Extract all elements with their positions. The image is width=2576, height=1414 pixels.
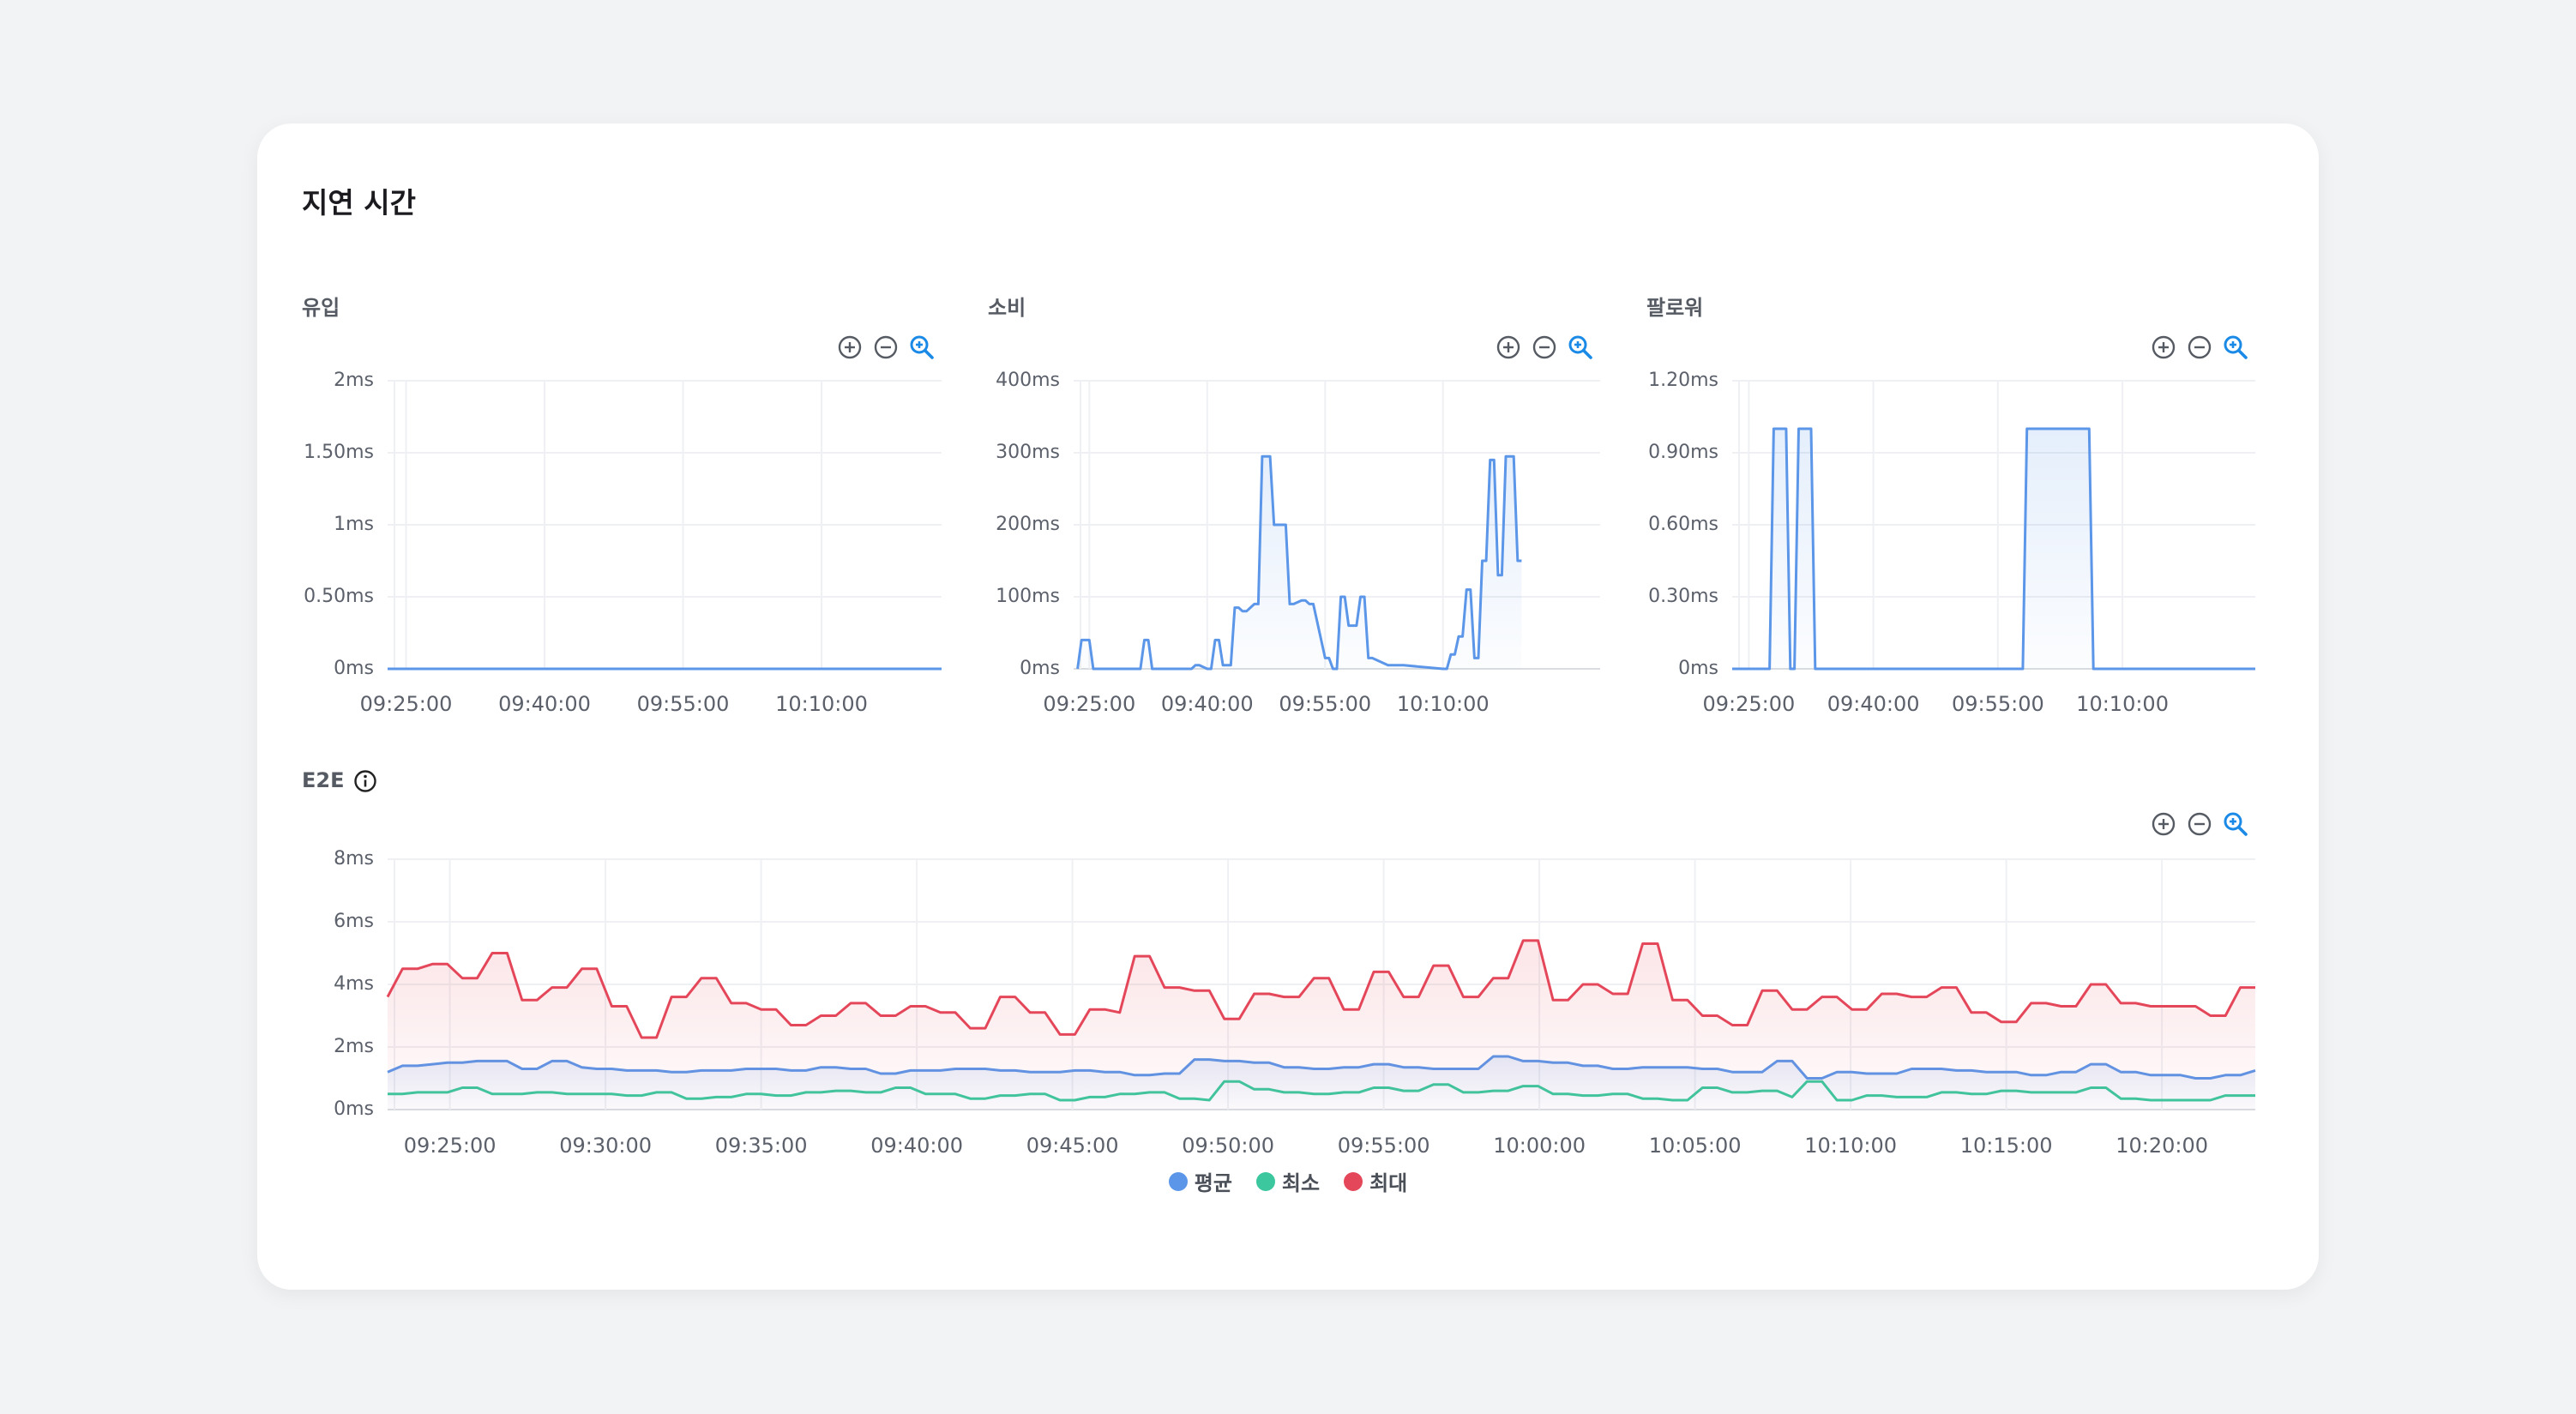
y-tick-label: 1.50ms <box>304 442 374 463</box>
zoom-out-circle-icon[interactable] <box>2187 334 2212 360</box>
x-tick-label: 09:55:00 <box>1338 1134 1430 1158</box>
e2e-legend: 평균 최소 최대 <box>257 1166 2319 1196</box>
x-tick-label: 09:25:00 <box>1702 692 1795 716</box>
y-tick-label: 0ms <box>1678 658 1718 679</box>
y-tick-label: 300ms <box>996 442 1060 463</box>
y-tick-label: 8ms <box>334 848 374 869</box>
zoom-out-circle-icon[interactable] <box>873 334 899 360</box>
x-tick-label: 09:35:00 <box>715 1134 808 1158</box>
follower-chart[interactable]: 0ms 0.30ms 0.60ms 0.90ms 1.20ms 09:25:00 09:40… <box>257 123 2319 895</box>
toolbar-e2e <box>2151 811 2248 837</box>
card-title: 지연 시간 <box>302 186 416 220</box>
x-tick-label: 09:55:00 <box>637 692 730 716</box>
y-tick-label: 100ms <box>996 586 1060 607</box>
legend-label-max: 최대 <box>1369 1171 1408 1195</box>
x-tick-label: 09:55:00 <box>1952 692 2044 716</box>
x-tick-label: 09:25:00 <box>1043 692 1135 716</box>
inflow-chart[interactable]: 0ms 0.50ms 1ms 1.50ms 2ms 09:25:00 09:40:00 09:… <box>257 123 2319 895</box>
legend-dot-avg <box>1168 1171 1188 1191</box>
magnifier-zoom-icon[interactable] <box>909 334 935 360</box>
x-tick-label: 09:50:00 <box>1182 1134 1274 1158</box>
y-tick-label: 1.20ms <box>1648 370 1718 391</box>
y-tick-label: 4ms <box>334 973 374 995</box>
series-line-최대[interactable] <box>386 939 2255 1039</box>
y-tick-label: 0ms <box>1020 658 1060 679</box>
x-tick-label: 09:45:00 <box>1026 1134 1119 1158</box>
x-tick-label: 10:20:00 <box>2116 1134 2208 1158</box>
legend-label-min: 최소 <box>1281 1171 1321 1195</box>
y-tick-label: 0ms <box>334 658 374 679</box>
zoom-in-circle-icon[interactable] <box>2151 334 2176 360</box>
x-tick-label: 09:40:00 <box>498 692 591 716</box>
x-tick-label: 09:25:00 <box>360 692 453 716</box>
x-tick-label: 09:55:00 <box>1279 692 1371 716</box>
x-tick-label: 09:40:00 <box>1827 692 1920 716</box>
y-tick-label: 6ms <box>334 911 374 932</box>
legend-dot-max <box>1344 1171 1363 1191</box>
legend-item-avg[interactable]: 평균 <box>1168 1166 1232 1196</box>
series-line-consume[interactable] <box>1076 454 1522 671</box>
zoom-in-circle-icon[interactable] <box>2151 811 2176 837</box>
y-tick-label: 0ms <box>334 1098 374 1120</box>
x-tick-label: 10:15:00 <box>1960 1134 2053 1158</box>
y-tick-label: 0.90ms <box>1648 442 1718 463</box>
legend-label-avg: 평균 <box>1194 1171 1232 1195</box>
panel-title-inflow: 유입 <box>302 296 340 320</box>
series-area-consume <box>1077 456 1522 669</box>
y-tick-label: 0.50ms <box>304 586 374 607</box>
y-tick-label: 2ms <box>334 1036 374 1057</box>
y-tick-label: 400ms <box>996 370 1060 391</box>
magnifier-zoom-icon[interactable] <box>2223 811 2248 837</box>
panel-title-consume: 소비 <box>988 296 1026 320</box>
legend-item-min[interactable]: 최소 <box>1255 1166 1321 1196</box>
x-tick-label: 10:10:00 <box>1804 1134 1897 1158</box>
legend-item-max[interactable]: 최대 <box>1344 1166 1407 1196</box>
e2e-title-text: E2E <box>302 768 345 792</box>
info-icon[interactable] <box>353 769 377 793</box>
series-line-follower[interactable] <box>1732 427 2255 671</box>
y-tick-label: 200ms <box>996 514 1060 535</box>
x-tick-label: 09:30:00 <box>559 1134 652 1158</box>
panel-title-e2e: E2E <box>302 768 377 793</box>
zoom-in-circle-icon[interactable] <box>837 334 863 360</box>
x-tick-label: 10:00:00 <box>1493 1134 1586 1158</box>
y-tick-label: 0.60ms <box>1648 514 1718 535</box>
x-tick-label: 10:10:00 <box>775 692 868 716</box>
toolbar-inflow <box>837 334 935 360</box>
latency-card: 지연 시간 유입 0ms 0.50ms 1ms 1.50ms 2ms 09:25:00 09… <box>257 123 2319 1290</box>
magnifier-zoom-icon[interactable] <box>1568 334 1593 360</box>
y-tick-label: 1ms <box>334 514 374 535</box>
x-tick-label: 09:40:00 <box>870 1134 963 1158</box>
toolbar-consume <box>1496 334 1593 360</box>
x-tick-label: 10:10:00 <box>2076 692 2169 716</box>
panel-title-follower: 팔로워 <box>1646 296 1704 320</box>
x-tick-label: 10:05:00 <box>1649 1134 1742 1158</box>
legend-dot-min <box>1255 1171 1275 1191</box>
magnifier-zoom-icon[interactable] <box>2223 334 2248 360</box>
zoom-out-circle-icon[interactable] <box>1532 334 1557 360</box>
series-area-최대 <box>388 940 2255 1110</box>
e2e-chart[interactable]: 0ms 2ms 4ms 6ms 8ms 09:25:00 09:30:00 09:35:00 0… <box>257 123 2319 1238</box>
y-tick-label: 2ms <box>334 370 374 391</box>
x-tick-label: 09:25:00 <box>404 1134 497 1158</box>
y-tick-label: 0.30ms <box>1648 586 1718 607</box>
zoom-out-circle-icon[interactable] <box>2187 811 2212 837</box>
toolbar-follower <box>2151 334 2248 360</box>
series-area-follower <box>1732 429 2255 669</box>
x-tick-label: 09:40:00 <box>1161 692 1254 716</box>
zoom-in-circle-icon[interactable] <box>1496 334 1521 360</box>
x-tick-label: 10:10:00 <box>1397 692 1490 716</box>
